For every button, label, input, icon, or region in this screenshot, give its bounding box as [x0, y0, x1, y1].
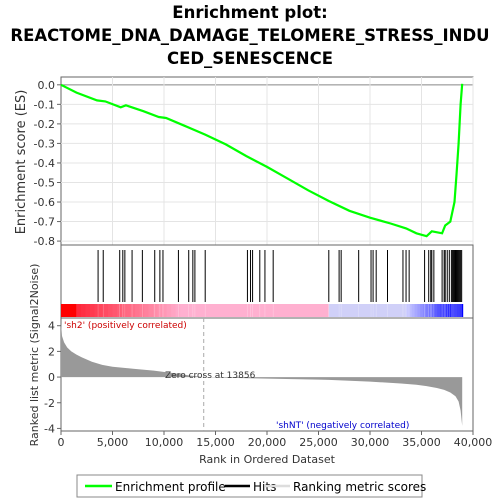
- heatmap-cell: [94, 304, 100, 317]
- heatmap-cell: [61, 304, 77, 317]
- heatmap-cell: [175, 304, 181, 317]
- es-tick-label: 0.0: [38, 79, 56, 92]
- heatmap-cell: [414, 304, 418, 317]
- heatmap-cell: [408, 304, 413, 317]
- heatmap-cell: [328, 304, 407, 317]
- rank-tick-label: 2: [48, 345, 55, 358]
- heatmap-cell: [431, 304, 435, 317]
- x-tick-label: 40,000: [454, 436, 493, 449]
- heatmap-cell: [162, 304, 168, 317]
- es-tick-label: -0.8: [34, 235, 55, 248]
- es-tick-label: -0.4: [34, 157, 55, 170]
- heatmap-cell: [445, 304, 450, 317]
- heatmap-cell: [126, 304, 132, 317]
- heatmap-cell: [157, 304, 163, 317]
- rank-tick-label: 4: [48, 320, 55, 333]
- heatmap-cell: [89, 304, 95, 317]
- heatmap-cell: [423, 304, 427, 317]
- heatmap-cell: [457, 304, 461, 317]
- es-tick-label: -0.5: [34, 176, 55, 189]
- x-tick-label: 35,000: [402, 436, 441, 449]
- heatmap-cell: [440, 304, 444, 317]
- heatmap-cell: [80, 304, 86, 317]
- heatmap-cell: [144, 304, 150, 317]
- ranking-metric-area: [61, 323, 463, 426]
- x-tick-label: 0: [58, 436, 65, 449]
- heatmap-cell: [180, 304, 186, 317]
- heatmap-cell: [121, 304, 127, 317]
- title-line-3: CED_SENESCENCE: [167, 49, 333, 68]
- negative-correlation-label: 'shNT' (negatively correlated): [276, 421, 409, 431]
- legend-ranking-metric-scores: Ranking metric scores: [293, 480, 426, 494]
- heatmap-cell: [442, 304, 447, 317]
- x-tick-label: 25,000: [299, 436, 338, 449]
- legend-hits: Hits: [253, 480, 276, 494]
- rank-tick-label: 0: [48, 371, 55, 384]
- es-tick-label: -0.1: [34, 98, 55, 111]
- es-tick-label: -0.6: [34, 196, 55, 209]
- es-tick-label: -0.7: [34, 216, 55, 229]
- heatmap-cell: [459, 304, 464, 317]
- heatmap-cell: [420, 304, 424, 317]
- title-line-1: Enrichment plot:: [172, 3, 327, 22]
- heatmap-cell: [85, 304, 91, 317]
- heatmap-cell: [76, 304, 82, 317]
- heatmap-cell: [148, 304, 154, 317]
- es-tick-label: -0.3: [34, 137, 55, 150]
- legend: Enrichment profile Hits Ranking metric s…: [76, 474, 426, 498]
- es-y-axis-title: Enrichment score (ES): [14, 90, 29, 235]
- legend-enrichment-profile: Enrichment profile: [115, 480, 226, 494]
- x-tick-label: 30,000: [351, 436, 390, 449]
- rank-tick-label: -4: [44, 422, 55, 435]
- heatmap-cell: [454, 304, 458, 317]
- heatmap-cell: [184, 304, 329, 317]
- rank-y-axis-title: Ranked list metric (Signal2Noise): [28, 264, 41, 447]
- heatmap-cell: [434, 304, 438, 317]
- heatmap-cell: [406, 304, 410, 317]
- x-tick-label: 15,000: [196, 436, 235, 449]
- x-axis-title: Rank in Ordered Dataset: [199, 453, 336, 466]
- heatmap-cell: [166, 304, 172, 317]
- x-axis-ticks: 0 5,000 10,000 15,000 20,000 25,000 30,000 35,0…: [58, 431, 493, 449]
- hits-markers: [97, 250, 463, 302]
- heatmap-cell: [451, 304, 455, 317]
- x-tick-label: 10,000: [145, 436, 184, 449]
- enrichment-profile-line: [60, 83, 464, 238]
- es-y-ticks: 0.0 -0.1 -0.2 -0.3 -0.4 -0.5 -0.6 -0.7 -0.8: [34, 79, 61, 248]
- heatmap-cell: [117, 304, 123, 317]
- heatmap-cell: [98, 304, 104, 317]
- heatmap-cell: [171, 304, 177, 317]
- es-tick-label: -0.2: [34, 118, 55, 131]
- x-tick-label: 5,000: [97, 436, 129, 449]
- ranking-heatmap-bar: [61, 304, 464, 317]
- heatmap-cell: [417, 304, 421, 317]
- zero-cross-label: Zero cross at 13856: [165, 371, 256, 381]
- heatmap-cell: [139, 304, 145, 317]
- rank-y-ticks: 4 2 0 -2 -4: [44, 320, 61, 435]
- x-tick-label: 20,000: [248, 436, 287, 449]
- positive-correlation-label: 'sh2' (positively correlated): [64, 321, 187, 331]
- heatmap-cell: [153, 304, 159, 317]
- title-line-2: REACTOME_DNA_DAMAGE_TELOMERE_STRESS_INDU: [10, 26, 489, 45]
- heatmap-cell: [437, 304, 441, 317]
- heatmap-cell: [448, 304, 452, 317]
- heatmap-cell: [103, 304, 109, 317]
- rank-tick-label: -2: [44, 397, 55, 410]
- heatmap-cell: [411, 304, 416, 317]
- heatmap-cell: [135, 304, 141, 317]
- heatmap-cell: [425, 304, 430, 317]
- heatmap-cell: [112, 304, 118, 317]
- heatmap-cell: [107, 304, 113, 317]
- heatmap-cell: [130, 304, 136, 317]
- heatmap-cell: [428, 304, 433, 317]
